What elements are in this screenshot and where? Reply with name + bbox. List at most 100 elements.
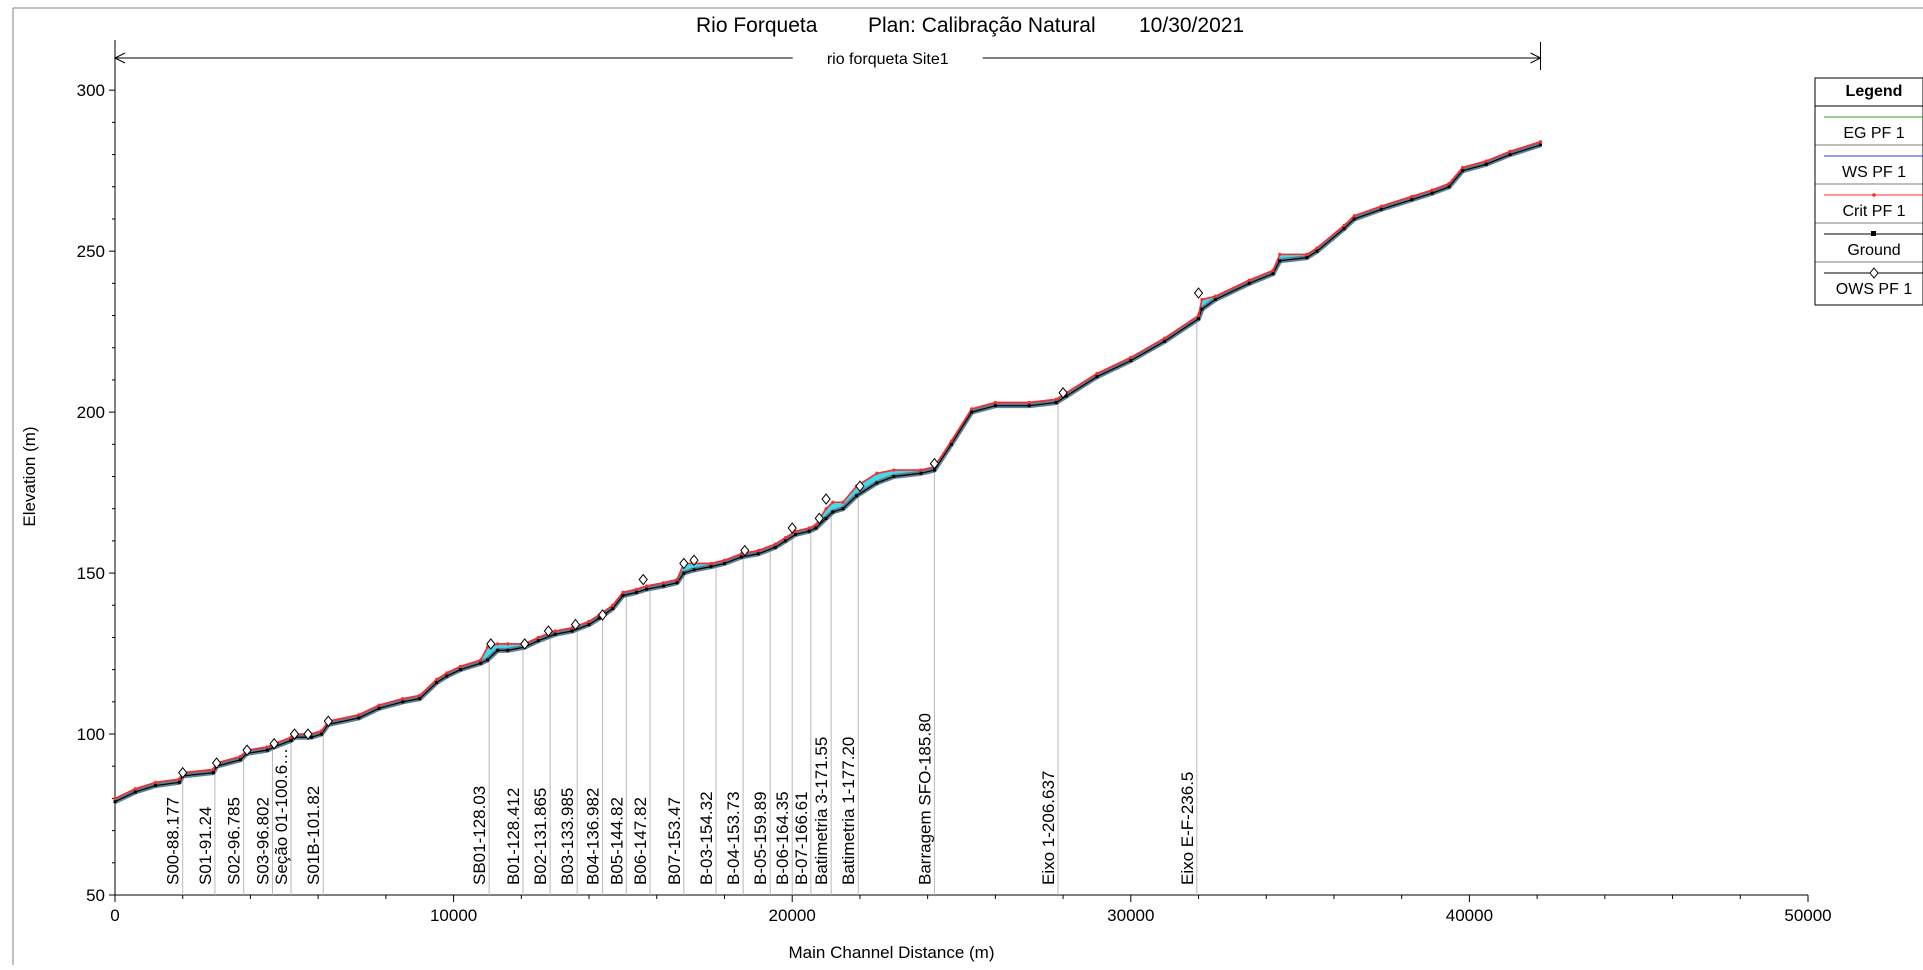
- ground-point: [445, 674, 449, 678]
- station-label: Eixo 1-206.637: [1039, 771, 1058, 885]
- ground-point: [1352, 217, 1356, 221]
- ground-point: [824, 516, 828, 520]
- ground-point: [993, 404, 997, 408]
- ground-point: [1410, 198, 1414, 202]
- crit-point: [377, 703, 381, 707]
- ground-point: [692, 568, 696, 572]
- crit-point: [479, 658, 483, 662]
- crit-point: [154, 780, 158, 784]
- legend-box: [1814, 77, 1923, 306]
- reach-extent: rio forqueta Site1: [113, 42, 1542, 70]
- crit-point: [458, 664, 462, 669]
- legend-label: WS PF 1: [1842, 164, 1906, 181]
- ground-point: [570, 629, 574, 633]
- ows-point: [638, 573, 648, 586]
- ground-point: [1342, 227, 1346, 231]
- ground-point: [211, 771, 215, 775]
- ground-point: [783, 539, 787, 543]
- crit-point: [1410, 194, 1414, 199]
- crit-point: [1538, 140, 1543, 144]
- ground-point: [1461, 169, 1465, 173]
- ground-point: [919, 471, 923, 475]
- crit-point: [1271, 268, 1275, 273]
- ows-point: [1058, 386, 1068, 399]
- chart-title-plan: Plan: Calibração Natural: [868, 14, 1096, 37]
- station-label: SB01-128.03: [470, 786, 489, 885]
- crit-point: [709, 561, 713, 566]
- ground-point: [377, 706, 381, 710]
- ground-point: [662, 584, 666, 588]
- legend-marker-square: [1871, 231, 1876, 236]
- ows-point: [520, 638, 530, 650]
- y-axis-title: Elevation (m): [20, 426, 39, 526]
- ows-point: [242, 744, 252, 756]
- station-lines: [182, 319, 1198, 895]
- series-markers: [113, 140, 1543, 804]
- legend-items: EG PF 1 WS PF 1 Crit PF 1 Ground OWS PF 1: [1815, 116, 1923, 298]
- ground-point: [756, 552, 760, 556]
- crit-point: [1213, 294, 1218, 298]
- crit-point: [675, 577, 679, 582]
- crit-point: [1430, 188, 1434, 192]
- crit-point: [1447, 181, 1451, 186]
- station-label: B05-144.82: [607, 797, 626, 885]
- ground-point: [154, 784, 158, 788]
- ground-point: [949, 442, 953, 446]
- crit-point: [993, 400, 997, 405]
- reach-label: rio forqueta Site1: [827, 51, 949, 68]
- ows-point: [679, 557, 689, 570]
- ground-point: [1539, 143, 1543, 147]
- ows-point: [1193, 287, 1204, 299]
- crit-point: [1342, 223, 1346, 227]
- crit-point: [445, 671, 449, 675]
- ground-point: [1213, 297, 1217, 301]
- station-label: S03-96.802: [253, 797, 272, 885]
- ground-point: [177, 780, 181, 784]
- crit-point: [634, 587, 639, 591]
- crit-point: [435, 677, 439, 681]
- ground-point: [773, 545, 777, 549]
- ground-point: [309, 735, 313, 739]
- crit-line: [114, 140, 1541, 800]
- ows-point: [787, 522, 797, 534]
- crit-point: [113, 796, 117, 801]
- ground-point: [1508, 153, 1512, 157]
- crit-point: [1508, 149, 1512, 153]
- y-tick-label: 200: [77, 403, 105, 422]
- x-tick-label: 40000: [1446, 906, 1493, 925]
- crit-point: [756, 548, 760, 553]
- legend-label: Ground: [1847, 242, 1900, 259]
- ows-point: [689, 554, 699, 567]
- y-axis-ticks: 50 100 150 200 250 300: [77, 81, 115, 905]
- crit-point: [1247, 278, 1251, 282]
- ground-point: [1200, 307, 1204, 311]
- ground-point: [1430, 191, 1434, 195]
- ground-point: [1054, 400, 1058, 404]
- ground-point: [435, 681, 439, 685]
- ground-point: [357, 716, 361, 720]
- ground-point: [418, 697, 422, 701]
- station-label: B-05-159.89: [751, 791, 770, 885]
- ground-point: [892, 475, 896, 478]
- crit-point: [722, 558, 727, 562]
- ground-point: [841, 507, 845, 511]
- crit-point: [1054, 397, 1058, 401]
- crit-point: [1163, 336, 1167, 340]
- ground-point: [1271, 272, 1275, 276]
- crit-point: [919, 468, 923, 472]
- crit-point: [814, 523, 818, 527]
- station-labels: S00-88.177 S01-91.24 S02-96.785 S03-96.802 S…: [164, 713, 1197, 885]
- ground-point: [479, 661, 483, 665]
- crit-point: [587, 619, 591, 623]
- ground-point: [536, 639, 540, 643]
- crit-point: [1095, 371, 1099, 376]
- ground-point: [1095, 375, 1099, 379]
- ows-point: [303, 728, 313, 740]
- ows-point: [929, 457, 940, 470]
- ground-point: [970, 410, 974, 414]
- crit-point: [841, 500, 845, 504]
- x-tick-label: 10000: [430, 906, 477, 925]
- station-label: Seção 01-100.6…: [272, 748, 291, 885]
- ground-point: [611, 606, 615, 610]
- chart-title-river: Rio Forqueta: [696, 14, 818, 37]
